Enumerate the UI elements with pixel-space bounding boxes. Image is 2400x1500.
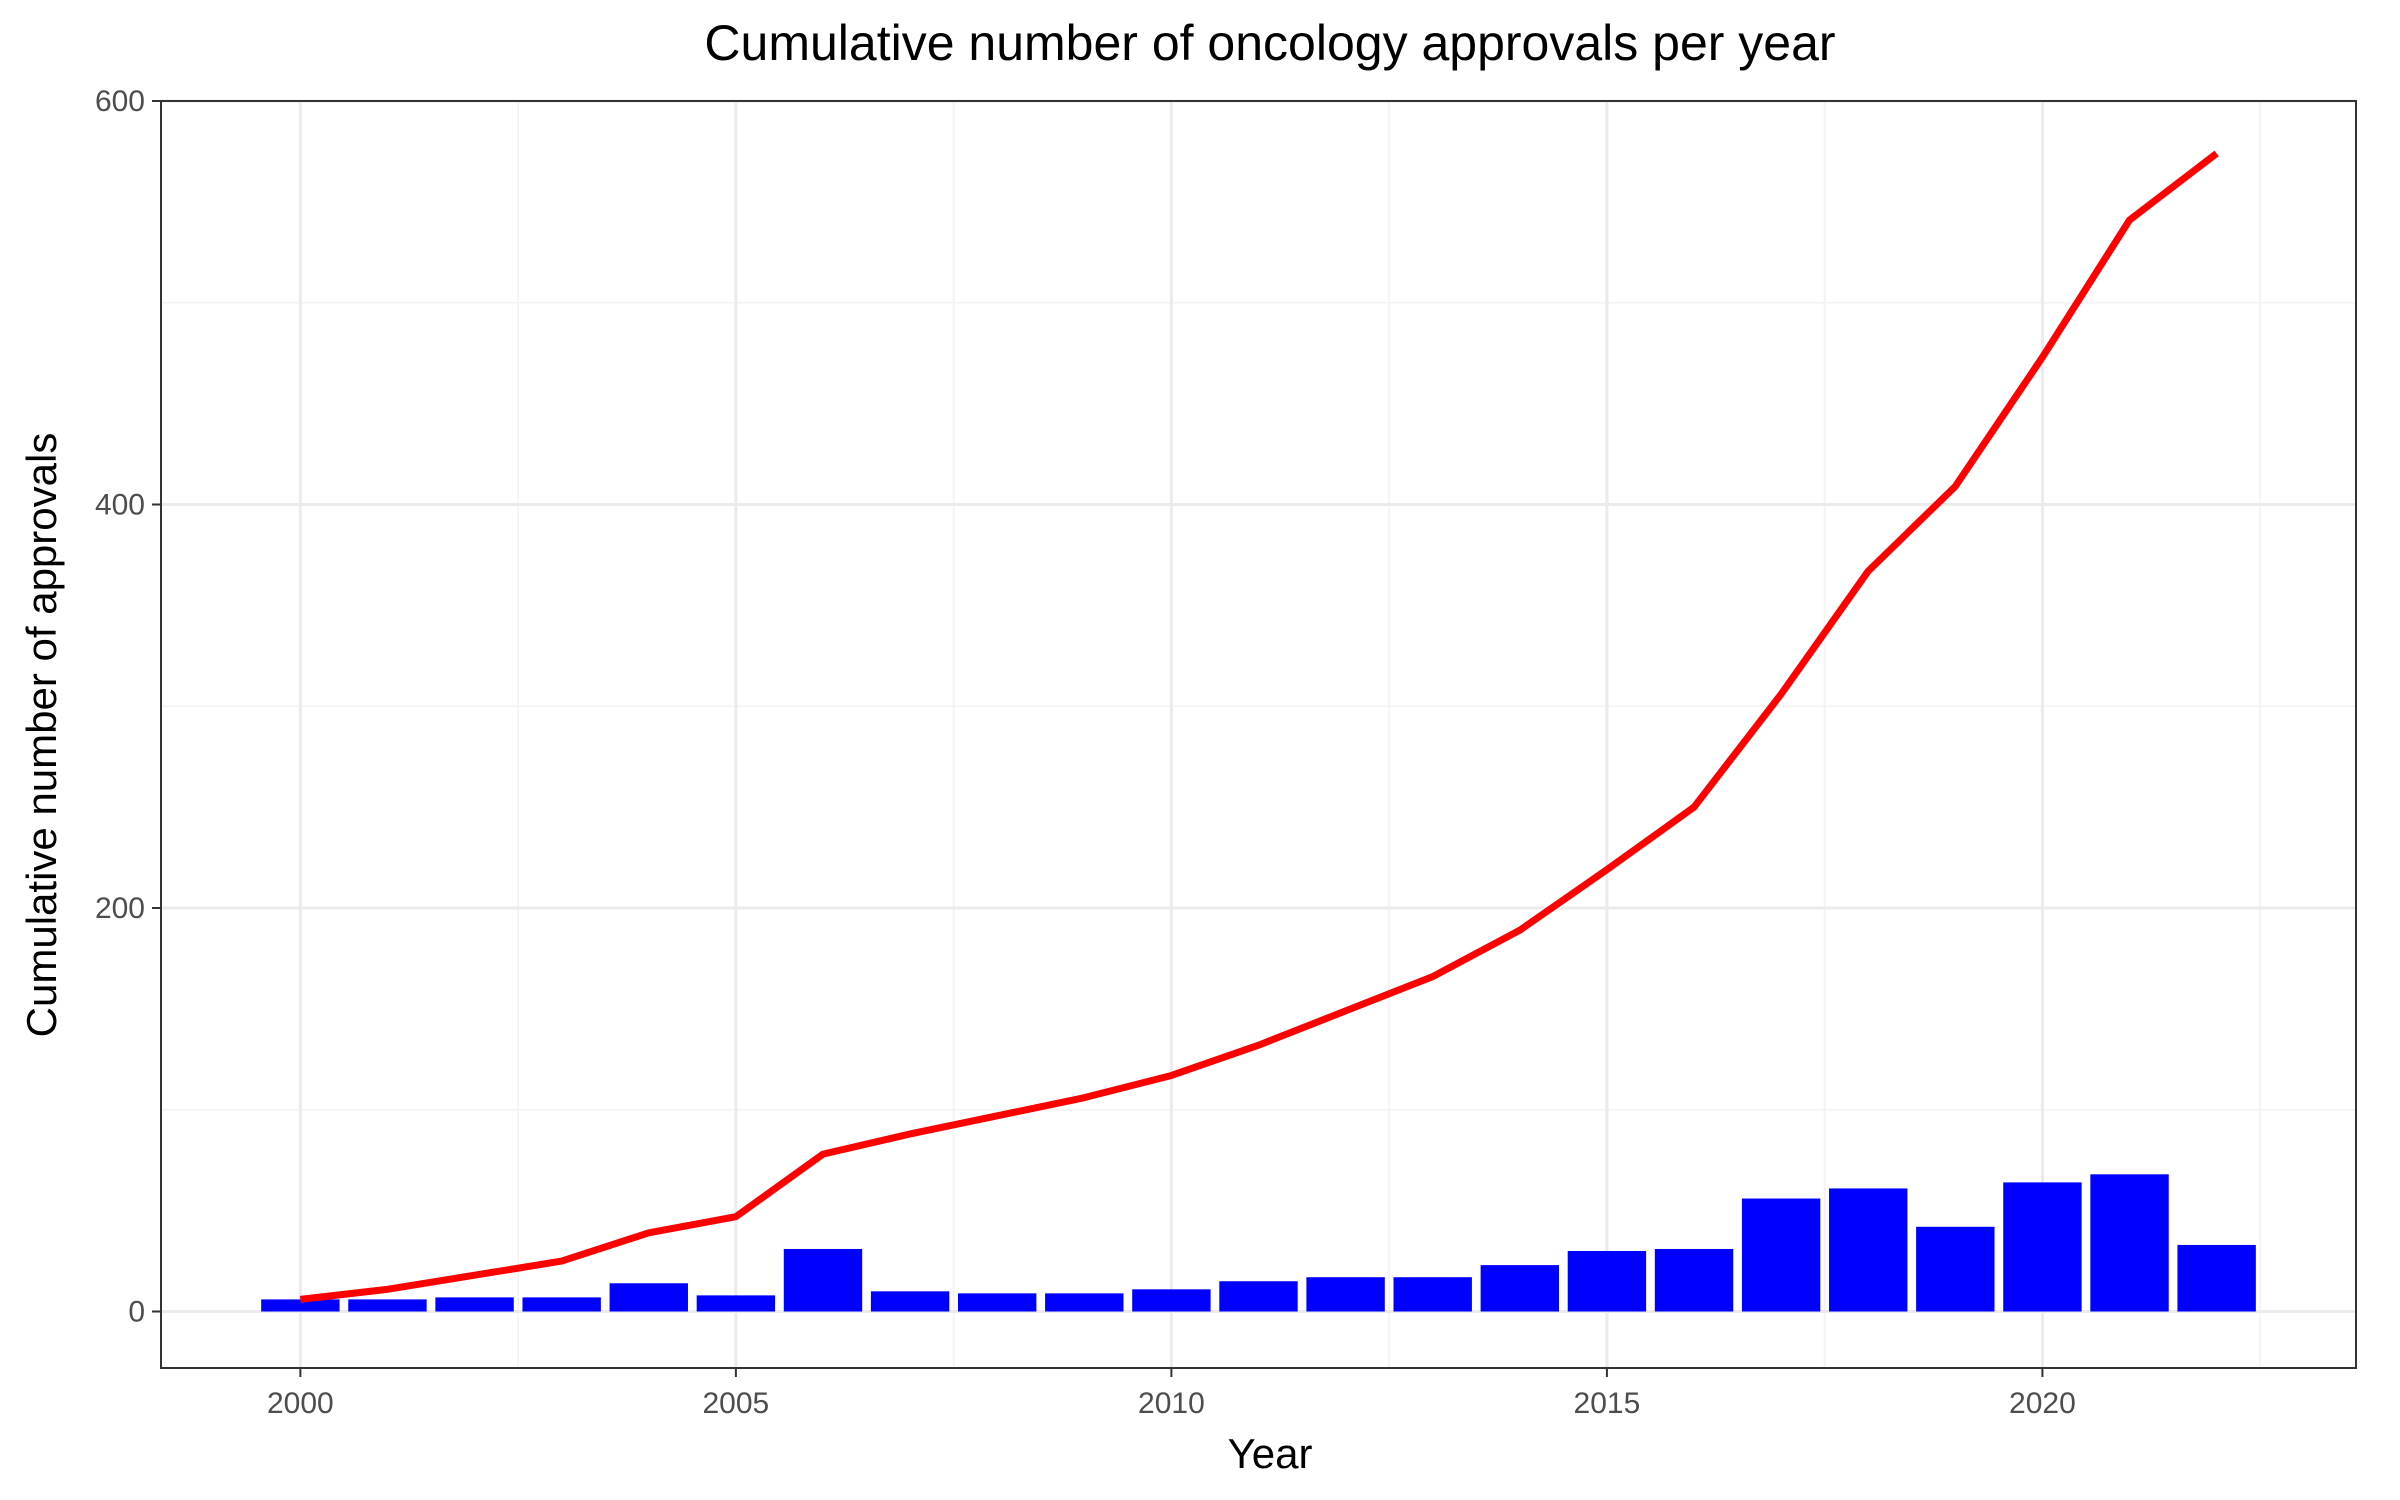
bar: [1654, 1248, 1734, 1312]
bar: [1393, 1277, 1472, 1312]
y-tick-label: 200: [95, 892, 145, 925]
x-tick-label: 2000: [267, 1387, 334, 1420]
y-tick-label: 600: [95, 85, 145, 118]
bar: [1045, 1293, 1124, 1312]
bar: [1480, 1265, 1560, 1312]
chart-title: Cumulative number of oncology approvals …: [704, 15, 1835, 71]
bar: [435, 1297, 514, 1312]
bar: [348, 1299, 427, 1312]
bar: [1916, 1226, 1995, 1312]
bar: [2090, 1174, 2169, 1312]
bar: [1132, 1289, 1211, 1312]
x-tick-label: 2015: [1574, 1387, 1641, 1420]
bar: [609, 1283, 688, 1312]
x-tick-label: 2010: [1138, 1387, 1205, 1420]
bar: [1219, 1281, 1298, 1312]
bar: [696, 1295, 776, 1312]
bar: [1829, 1188, 1908, 1312]
x-axis-title: Year: [1228, 1430, 1313, 1477]
bar: [522, 1297, 601, 1312]
bar: [2177, 1244, 2256, 1312]
x-tick-label: 2020: [2009, 1387, 2076, 1420]
y-axis: 0 200 400 600: [95, 85, 161, 1329]
cumulative-line: [299, 150, 2219, 1303]
bar: [870, 1291, 950, 1312]
x-tick-label: 2005: [703, 1387, 770, 1420]
bar: [1306, 1277, 1385, 1312]
bar: [1567, 1250, 1647, 1312]
panel-border: [160, 100, 2357, 1369]
x-axis: 2000 2005 2010 2015 2020: [267, 1368, 2076, 1420]
bar: [783, 1248, 863, 1312]
y-tick-label: 0: [128, 1296, 145, 1329]
y-axis-title: Cumulative number of approvals: [18, 433, 65, 1038]
line-series: [299, 150, 2219, 1303]
bar-series: [261, 1174, 2256, 1312]
bar: [1741, 1198, 1821, 1312]
bar: [261, 1299, 340, 1312]
bar: [2003, 1182, 2082, 1312]
bar: [957, 1293, 1037, 1312]
y-tick-label: 400: [95, 489, 145, 522]
